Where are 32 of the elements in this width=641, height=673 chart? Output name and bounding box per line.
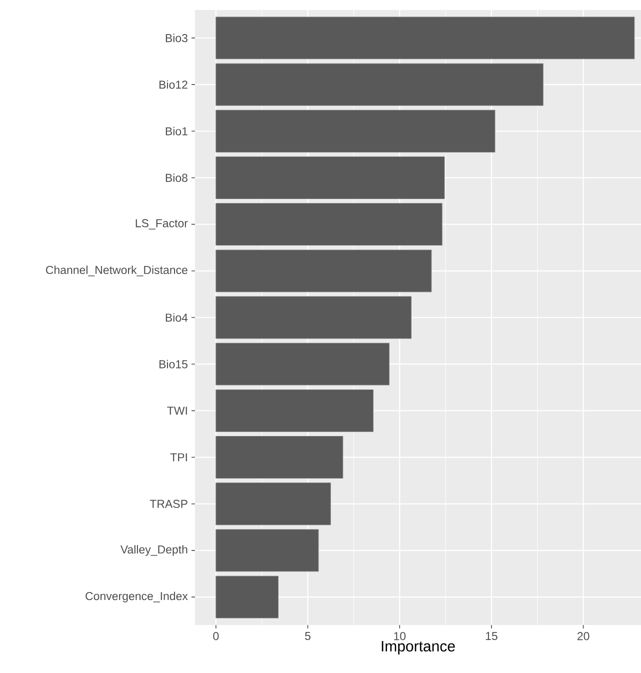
- x-tick-label: 10: [394, 632, 406, 640]
- y-tick-label: Bio8: [166, 174, 188, 182]
- bar: [216, 63, 544, 106]
- y-tick-label: Channel_Network_Distance: [46, 266, 188, 276]
- x-tick-label: 15: [486, 632, 498, 640]
- x-axis-title: Importance: [382, 641, 455, 654]
- bar: [216, 576, 278, 618]
- bar: [216, 389, 374, 432]
- y-tick-label: TRASP: [150, 500, 188, 508]
- y-tick-label: Valley_Depth: [120, 545, 188, 556]
- y-tick-label: Bio1: [166, 126, 188, 136]
- bar: [216, 296, 412, 339]
- bar: [216, 529, 319, 572]
- x-tick-label: 5: [305, 632, 310, 640]
- x-tick-label: 20: [578, 632, 590, 640]
- bar: [216, 110, 496, 152]
- y-tick-label: Bio4: [166, 313, 188, 322]
- bar: [216, 16, 635, 60]
- bar: [216, 482, 331, 526]
- bar: [216, 436, 344, 478]
- y-tick-label: TWI: [167, 406, 187, 415]
- y-tick-label: LS_Factor: [136, 219, 188, 230]
- y-tick-label: TPI: [170, 453, 187, 462]
- y-tick-label: Convergence_Index: [86, 592, 188, 602]
- x-tick-label: 0: [213, 632, 219, 640]
- y-tick-label: Bio12: [159, 80, 188, 89]
- y-tick-label: Bio3: [166, 34, 188, 42]
- bar: [216, 342, 390, 386]
- bar: [216, 250, 432, 292]
- bar: [216, 156, 445, 199]
- bar: [216, 203, 442, 246]
- y-tick-label: Bio15: [159, 360, 188, 368]
